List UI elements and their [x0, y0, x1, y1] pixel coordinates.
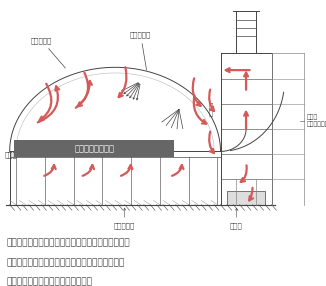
Text: 布製カバー: 布製カバー [31, 37, 65, 68]
FancyArrowPatch shape [249, 188, 253, 200]
FancyArrowPatch shape [172, 165, 184, 176]
Text: コーティング種子: コーティング種子 [74, 144, 114, 153]
FancyArrowPatch shape [44, 165, 56, 176]
FancyArrowPatch shape [193, 78, 200, 106]
Text: 外気吸引口: 外気吸引口 [114, 222, 135, 229]
FancyArrowPatch shape [38, 86, 59, 122]
Text: 気される．太い矢印は空気の流れ．: 気される．太い矢印は空気の流れ． [7, 277, 93, 286]
Text: り込んだ過剰の外気は布製カバーの開放口から排: り込んだ過剰の外気は布製カバーの開放口から排 [7, 258, 125, 267]
Text: 外
気: 外 気 [209, 102, 213, 116]
Text: 水スプレー: 水スプレー [130, 31, 151, 70]
FancyArrowPatch shape [241, 165, 247, 182]
Text: 送風機: 送風機 [230, 222, 243, 229]
FancyArrowPatch shape [39, 84, 52, 120]
Text: スノコ: スノコ [5, 151, 18, 158]
FancyArrowPatch shape [244, 112, 248, 129]
FancyArrowPatch shape [194, 95, 206, 124]
FancyArrowPatch shape [76, 81, 92, 108]
FancyArrowPatch shape [119, 67, 126, 97]
FancyArrowPatch shape [209, 132, 214, 153]
FancyArrowPatch shape [226, 68, 250, 72]
FancyArrowPatch shape [78, 73, 88, 106]
FancyArrowPatch shape [209, 90, 214, 111]
FancyArrowPatch shape [121, 165, 132, 176]
Text: 図２．鉄コーティング種子大量製造機の概念図．取: 図２．鉄コーティング種子大量製造機の概念図．取 [7, 238, 130, 247]
Bar [14, 140, 174, 157]
FancyArrowPatch shape [244, 73, 248, 90]
Bar [227, 191, 265, 205]
FancyArrowPatch shape [82, 165, 94, 176]
Text: バーナ
（熱交換器）: バーナ （熱交換器） [307, 114, 326, 127]
